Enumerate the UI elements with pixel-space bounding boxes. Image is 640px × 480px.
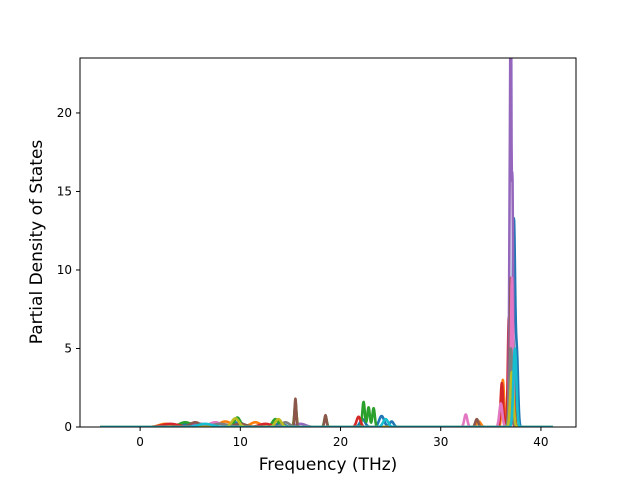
axes-frame xyxy=(79,57,577,428)
pdos-series-line-4 xyxy=(99,315,554,427)
x-tick-label: 0 xyxy=(136,435,144,449)
y-axis-label: Partial Density of States xyxy=(27,140,47,345)
y-tick-label: 15 xyxy=(57,184,72,198)
y-axis-ticks: 0 5 10 15 20 xyxy=(57,106,80,434)
y-tick-label: 0 xyxy=(64,420,72,434)
x-tick-label: 10 xyxy=(233,435,248,449)
pdos-series-line-6 xyxy=(99,276,554,427)
y-tick-label: 5 xyxy=(64,341,72,355)
y-tick-label: 10 xyxy=(57,263,72,277)
x-tick-label: 40 xyxy=(533,435,548,449)
x-tick-label: 30 xyxy=(433,435,448,449)
x-axis-ticks: 0 10 20 30 40 xyxy=(136,427,549,449)
y-tick-label: 20 xyxy=(57,106,72,120)
x-tick-label: 20 xyxy=(333,435,348,449)
x-axis-label: Frequency (THz) xyxy=(259,455,398,475)
